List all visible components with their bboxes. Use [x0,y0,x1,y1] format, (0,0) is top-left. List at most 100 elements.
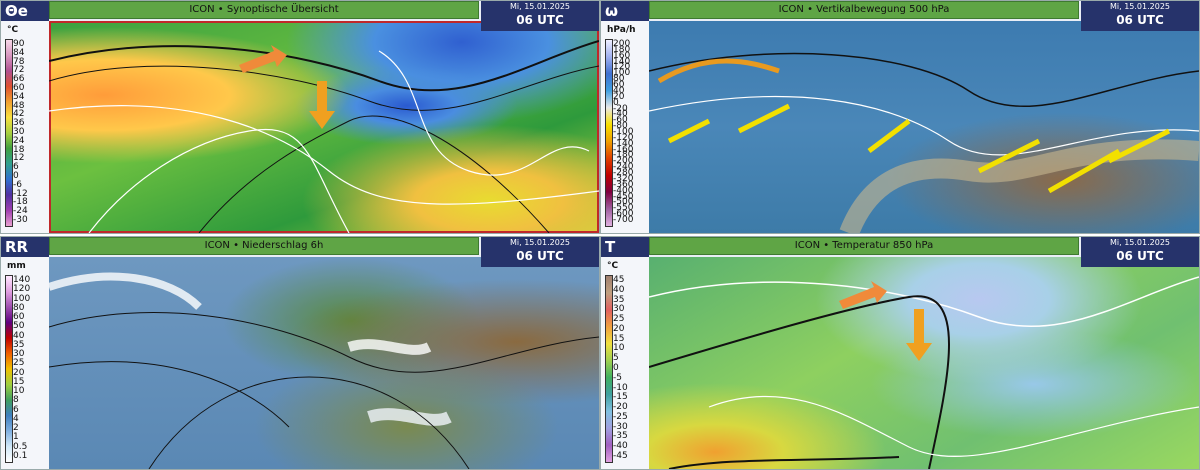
legend-tick-label: -30 [613,421,628,432]
legend-tick-label: 4 [13,413,19,424]
legend-tick-label: 0 [13,171,19,181]
legend-tick-label: -60 [613,115,628,126]
legend-tick-label: 140 [613,56,631,67]
legend-tick-label: 40 [613,284,625,295]
legend-tick-label: 78 [13,56,25,67]
time: 06 UTC [1116,249,1164,263]
legend-tick-label: -550 [613,203,634,214]
map [49,21,599,233]
legend-unit: mm [7,261,26,271]
legend-tick-label: 45 [613,275,625,285]
valid-time: Mi, 15.01.2025 06 UTC [481,1,599,31]
legend-tick-label: 18 [13,144,25,155]
map-overlay [49,272,599,469]
legend-tick-label: 72 [13,65,25,76]
map [649,257,1199,469]
panel: Θe °C 90 84 78 72 66 60 54 48 42 36 30 24 18 12 6 0 -6 -12-… [0,0,600,234]
legend-tick-label: -5 [613,372,622,383]
legend: T °C 45 40 35 30 25 20 15 10 5 0 -5 -10 -15 -20 -25 -30 -3… [601,237,649,469]
legend: ω hPa/h 200 180 160 140 120 100 80 60 40 20 0 -20 -40-… [601,1,649,233]
legend-tick-label: -35 [613,431,628,442]
legend-tick-label: -360 [613,179,634,190]
legend-tick-label: 48 [13,100,25,111]
legend-tick-label: -6 [13,179,22,190]
legend-tick-label: -12 [13,188,28,199]
legend-unit: hPa/h [607,25,636,35]
legend-tick-label: -80 [613,121,628,132]
legend-tick-label: 30 [13,349,25,360]
legend-tick-label: 20 [13,367,25,378]
panel-title: ICON • Vertikalbewegung 500 hPa [649,1,1079,19]
valid-time: Mi, 15.01.2025 06 UTC [481,237,599,267]
legend-tick-label: 120 [613,62,631,73]
color-bar [605,39,613,227]
color-bar [5,39,13,227]
legend-tick-label: 66 [13,74,25,85]
map-overlay [649,52,1199,233]
legend-tick-label: -700 [613,215,634,225]
legend-tick-label: 15 [613,333,625,344]
legend-unit: °C [7,25,19,35]
legend-tick-label: 60 [13,83,25,93]
legend-tick-label: -600 [613,209,634,220]
legend-tick-label: -450 [613,191,634,202]
time: 06 UTC [1116,13,1164,27]
legend-tick-label: 0.1 [13,451,28,461]
legend-tick-label: -45 [613,451,628,461]
color-bar [5,275,13,463]
legend-tick-label: 20 [613,323,625,334]
legend-tick-label: -240 [613,162,634,173]
valid-time: Mi, 15.01.2025 06 UTC [1081,1,1199,31]
legend-tick-label: 1 [13,432,19,443]
map [49,257,599,469]
legend-tick-label: 40 [13,330,25,341]
legend-tick-label: 40 [613,85,625,96]
legend-tick-label: 15 [13,376,25,387]
panel-title: ICON • Synoptische Übersicht [49,1,479,19]
color-bar [605,275,613,463]
time: 06 UTC [516,249,564,263]
legend-tick-label: 100 [613,68,631,79]
valid-time: Mi, 15.01.2025 06 UTC [1081,237,1199,267]
panel: ω hPa/h 200 180 160 140 120 100 80 60 40 20 0 -20 -40-… [600,0,1200,234]
legend-tick-label: 24 [13,135,25,146]
legend-tick-label: -40 [613,109,628,120]
legend-tick-label: 160 [613,50,631,61]
legend-tick-label: 10 [613,343,625,354]
legend-tick-label: 12 [13,153,25,164]
legend-unit: °C [607,261,619,271]
map-overlay [649,276,1199,469]
legend-tick-label: 60 [613,80,625,91]
legend-tick-label: 120 [13,284,31,295]
legend-tick-label: 0 [613,97,619,108]
legend-tick-label: 180 [613,44,631,55]
legend-tick-label: -140 [613,138,634,149]
legend-tick-label: 54 [13,91,25,102]
legend: Θe °C 90 84 78 72 66 60 54 48 42 36 30 24 18 12 6 0 -6 -12-… [1,1,49,233]
time: 06 UTC [516,13,564,27]
legend-tick-label: 60 [13,312,25,323]
map [649,21,1199,233]
legend-tick-label: -18 [13,197,28,208]
legend-tick-label: 5 [613,353,619,364]
legend-tick-label: 42 [13,109,25,120]
legend-tick-label: 0 [613,363,619,373]
legend-tick-label: -200 [613,156,634,167]
legend-tick-label: -10 [613,382,628,393]
legend-tick-label: -24 [13,206,28,217]
date: Mi, 15.01.2025 [1109,238,1170,247]
legend-tick-label: 90 [13,39,25,49]
legend-tick-label: -320 [613,173,634,184]
panel-label: T [601,237,649,257]
legend-tick-label: 10 [13,386,25,397]
panel-title: ICON • Niederschlag 6h [49,237,479,255]
date: Mi, 15.01.2025 [509,238,570,247]
legend-tick-label: 20 [613,91,625,102]
legend-tick-label: -160 [613,144,634,155]
panel: RR mm 140 120 100 80 60 50 40 35 30 25 20 15 10 8 6 4 2 1 0.… [0,236,600,470]
legend-tick-label: 0.5 [13,441,28,452]
legend-tick-label: 36 [13,118,25,129]
legend-tick-label: 50 [13,321,25,332]
legend-tick-label: -180 [613,150,634,161]
